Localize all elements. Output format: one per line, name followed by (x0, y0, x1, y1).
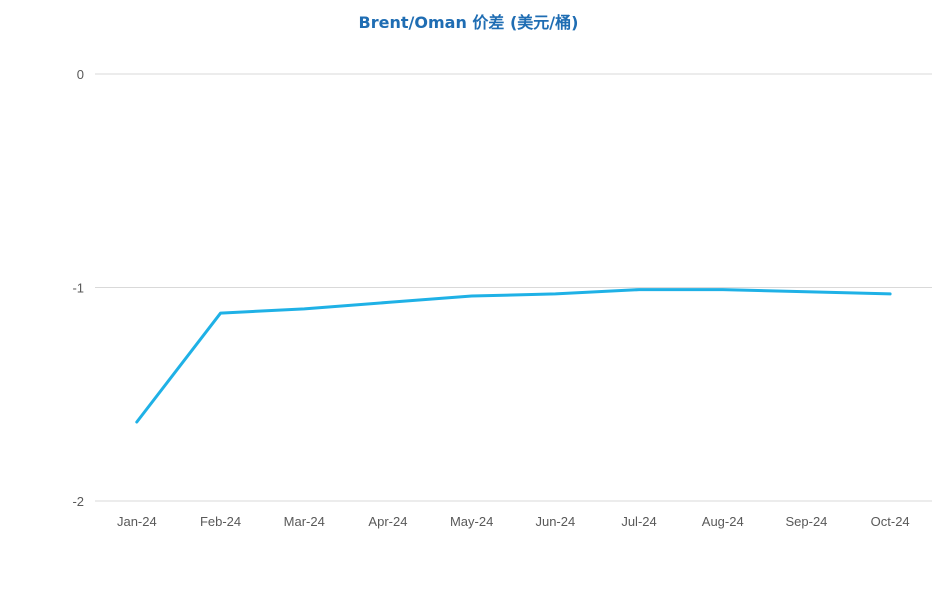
x-axis-tick-labels: Jan-24 Feb-24 Mar-24 Apr-24 May-24 Jun-24 Jul-… (117, 514, 910, 529)
x-tick-label: May-24 (450, 514, 493, 529)
y-tick-label: -2 (72, 494, 84, 509)
x-tick-label: Mar-24 (284, 514, 325, 529)
series-line (135, 288, 892, 424)
x-tick-label: Oct-24 (871, 514, 910, 529)
series-layer (135, 288, 892, 424)
x-tick-label: Jul-24 (621, 514, 656, 529)
x-tick-label: Apr-24 (368, 514, 407, 529)
y-tick-label: 0 (77, 67, 84, 82)
x-tick-label: Jun-24 (535, 514, 575, 529)
y-axis-tick-labels: 0 -1 -2 (72, 67, 84, 509)
y-tick-label: -1 (72, 281, 84, 296)
gridlines (95, 73, 932, 502)
x-tick-label: Jan-24 (117, 514, 157, 529)
chart-title: Brent/Oman 价差 (美元/桶) (358, 13, 579, 32)
x-tick-label: Sep-24 (785, 514, 827, 529)
x-tick-label: Feb-24 (200, 514, 241, 529)
x-tick-label: Aug-24 (702, 514, 744, 529)
